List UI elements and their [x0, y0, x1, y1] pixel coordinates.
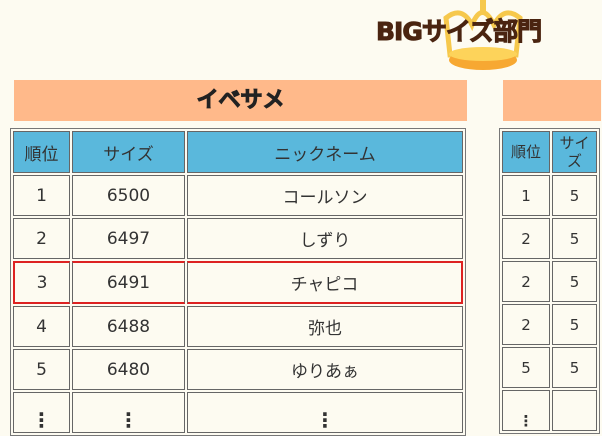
- size: 6497: [72, 218, 185, 259]
- size: 6488: [72, 306, 185, 347]
- species-header-left: イベサメ: [14, 80, 467, 121]
- nickname: ゆりあぁ: [187, 349, 463, 390]
- empty-cell: [552, 390, 597, 431]
- more: ⋮: [187, 392, 463, 433]
- table-row-more: ⋮ ⋮ ⋮: [13, 392, 463, 433]
- table-row: 5 6480 ゆりあぁ: [13, 349, 463, 390]
- table-header: 順位 サイズ: [502, 131, 597, 173]
- rank: 2: [502, 304, 550, 345]
- size: 6500: [72, 175, 185, 216]
- size: 5: [552, 261, 597, 302]
- ranking-table-left: 順位 サイズ ニックネーム 1 6500 コールソン 2 6497 しずり 3 6491 チ…: [10, 128, 466, 436]
- col-size: サイズ: [552, 131, 597, 173]
- rank: 2: [13, 218, 70, 259]
- species-header-right: [503, 80, 601, 121]
- more: ⋮: [72, 392, 185, 433]
- table-row: 2 6497 しずり: [13, 218, 463, 259]
- col-size: サイズ: [72, 131, 185, 173]
- table-row-highlighted: 3 6491 チャピコ: [13, 261, 463, 304]
- rank: 2: [502, 261, 550, 302]
- col-rank: 順位: [13, 131, 70, 173]
- species-name: イベサメ: [196, 88, 285, 114]
- size: 6480: [72, 349, 185, 390]
- rank: 1: [502, 175, 550, 216]
- rank: 1: [13, 175, 70, 216]
- col-rank: 順位: [502, 131, 550, 173]
- table-row: 4 6488 弥也: [13, 306, 463, 347]
- col-nickname: ニックネーム: [187, 131, 463, 173]
- nickname: コールソン: [187, 175, 463, 216]
- more: ⋮: [13, 392, 70, 433]
- nickname: チャピコ: [187, 261, 463, 304]
- rank: 2: [502, 218, 550, 259]
- more: ⋮: [502, 390, 550, 431]
- crown-icon: [443, 0, 523, 70]
- table-row: 1 6500 コールソン: [13, 175, 463, 216]
- table-row-more: ⋮: [502, 390, 597, 431]
- page-title: BIGサイズ部門: [375, 17, 542, 47]
- size: 5: [552, 304, 597, 345]
- size: 5: [552, 175, 597, 216]
- size: 5: [552, 218, 597, 259]
- table-header: 順位 サイズ ニックネーム: [13, 131, 463, 173]
- size: 5: [552, 347, 597, 388]
- nickname: しずり: [187, 218, 463, 259]
- rank: 4: [13, 306, 70, 347]
- rank: 5: [502, 347, 550, 388]
- rank: 5: [13, 349, 70, 390]
- nickname: 弥也: [187, 306, 463, 347]
- rank: 3: [13, 261, 70, 304]
- size: 6491: [72, 261, 185, 304]
